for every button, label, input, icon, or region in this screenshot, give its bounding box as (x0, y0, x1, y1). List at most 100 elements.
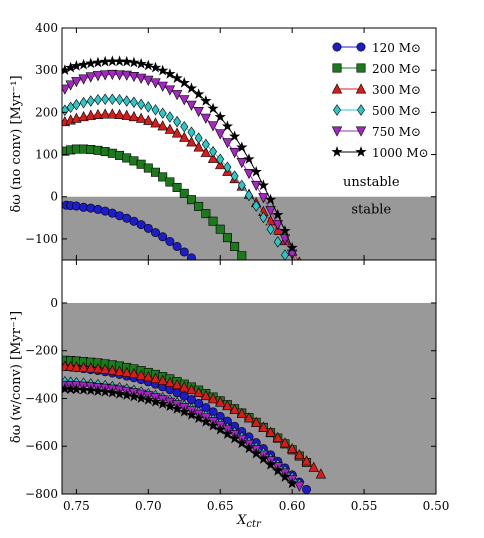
top-series-2-point-33 (297, 256, 302, 260)
top-series-4-point-21 (207, 121, 219, 132)
legend-marker-4-b (355, 126, 367, 137)
bottom-series-2-point-4 (85, 362, 96, 373)
top-series-4-point-19 (193, 107, 204, 118)
top-series-1-point-14 (158, 172, 168, 182)
top-series-2-point-14 (157, 120, 168, 131)
top-series-4-point-29 (265, 206, 276, 217)
top-series-5-point-31 (279, 224, 291, 236)
legend-label-4: 750 M⊙ (372, 125, 421, 139)
bottom-series-5-point-13 (149, 395, 162, 407)
top-ytick-label-0: −100 (25, 232, 58, 246)
top-panel: −100 0 100 200 300 400 unstable stable 120 M⊙… (9, 21, 437, 261)
bottom-series-5-point-3 (77, 383, 90, 395)
top-series-5-point-9 (121, 55, 133, 67)
top-series-2-point-13 (150, 117, 161, 128)
top-ytick-label-3: 200 (35, 105, 58, 119)
bottom-series-5-point-18 (185, 409, 198, 420)
legend: 120 M⊙ 200 M⊙ 300 M⊙ 500 M⊙ 750 M⊙ 1000 … (331, 41, 429, 160)
top-series-3-point-6 (101, 93, 110, 106)
top-series-4-point-3 (78, 74, 89, 85)
top-series-3-point-15 (165, 111, 174, 123)
bottom-series-5-point-29 (264, 458, 277, 470)
top-ytick-label-5: 400 (35, 21, 58, 35)
top-series-2-point-21 (207, 152, 219, 163)
legend-entry-0: 120 M⊙ (332, 41, 421, 55)
top-series-1-point-25 (237, 251, 247, 260)
top-series-2-point-3 (78, 110, 89, 122)
top-series-4-point-27 (251, 180, 262, 191)
legend-marker-2-b (355, 83, 367, 94)
legend-marker-5-b (355, 146, 367, 157)
top-series-4-point-23 (222, 138, 233, 149)
bottom-series-2-point-35 (308, 461, 319, 472)
bottom-series-5-point-26 (243, 442, 255, 454)
top-series-0-point-14 (158, 232, 168, 242)
bottom-series-2-point-24 (229, 403, 240, 414)
bottom-series-4-point-33 (294, 481, 305, 492)
top-series-0-point-15 (165, 236, 175, 246)
top-series-5-point-12 (142, 59, 154, 71)
top-series-4-point-2 (71, 77, 82, 88)
top-series-3-point-5 (93, 93, 102, 106)
top-series-4-point-10 (128, 72, 140, 83)
bottom-y-axis-title: δω (w/conv) [Myr⁻¹] (9, 311, 24, 443)
bottom-ytick-label-0: −800 (25, 487, 58, 501)
top-series-4-point-14 (157, 81, 168, 92)
top-series-3-point-14 (158, 107, 167, 119)
bottom-series-2-point-22 (215, 396, 226, 407)
top-series-4-point-0 (62, 84, 71, 95)
bottom-series-5-point-2 (70, 383, 83, 395)
top-series-1-point-17 (179, 188, 189, 198)
legend-marker-1-a (332, 63, 342, 73)
top-series-5-point-17 (178, 76, 190, 88)
legend-marker-3-b (357, 104, 365, 116)
top-series-5-point-20 (200, 95, 212, 106)
top-series-2-point-18 (186, 136, 197, 147)
bottom-series-5-point-6 (99, 385, 111, 397)
bottom-series-5-point-8 (113, 388, 126, 399)
bottom-series-2-point-32 (286, 442, 298, 454)
bottom-series-5-point-22 (214, 423, 226, 435)
bottom-series-5-point-19 (193, 412, 205, 424)
legend-entry-3: 500 M⊙ (333, 104, 421, 118)
top-series-2-point-9 (121, 109, 132, 120)
bottom-series-5-point-14 (157, 398, 169, 409)
bottom-series-5-point-20 (200, 415, 212, 427)
bottom-series-5-point-31 (279, 471, 291, 482)
top-series-2-point-11 (135, 112, 147, 123)
x-tick-label-4: 0.55 (351, 499, 378, 513)
top-series-2-point-19 (193, 141, 204, 152)
top-series-5-point-24 (228, 130, 241, 142)
top-series-4-point-22 (215, 129, 226, 140)
x-axis-title: Xctr (236, 513, 262, 530)
bottom-series-2-point-16 (171, 378, 183, 390)
top-series-4-point-26 (243, 169, 255, 180)
top-series-5-point-8 (113, 55, 126, 67)
top-ytick-label-4: 300 (35, 63, 58, 77)
top-series-4-point-5 (92, 71, 104, 82)
top-series-4-point-6 (99, 70, 111, 81)
bottom-series-2-point-19 (193, 386, 204, 398)
bottom-series-2-point-2 (71, 361, 82, 372)
legend-entry-1: 200 M⊙ (332, 62, 421, 76)
top-series-5-point-15 (164, 68, 176, 79)
top-series-3-point-23 (223, 161, 232, 173)
top-series-1-point-15 (165, 177, 175, 187)
top-series-4-point-20 (200, 113, 212, 124)
top-series-5-point-26 (243, 153, 255, 164)
top-series-4-point-8 (114, 70, 125, 81)
bottom-plot-frame (61, 259, 437, 495)
bottom-series-5-point-5 (92, 385, 104, 396)
bottom-series-2-point-28 (258, 421, 269, 432)
bottom-series-2-point-27 (251, 416, 262, 427)
bottom-series-2-point-29 (265, 426, 276, 437)
top-series-5-point-2 (70, 60, 83, 71)
top-series-4-point-24 (229, 147, 240, 159)
top-series-4-point-25 (236, 158, 247, 169)
top-series-2-point-4 (85, 109, 96, 120)
legend-marker-5-a (331, 146, 343, 157)
top-series-3-point-8 (115, 93, 124, 106)
top-series-2-point-17 (179, 131, 190, 142)
bottom-series-5-point-30 (272, 464, 284, 476)
